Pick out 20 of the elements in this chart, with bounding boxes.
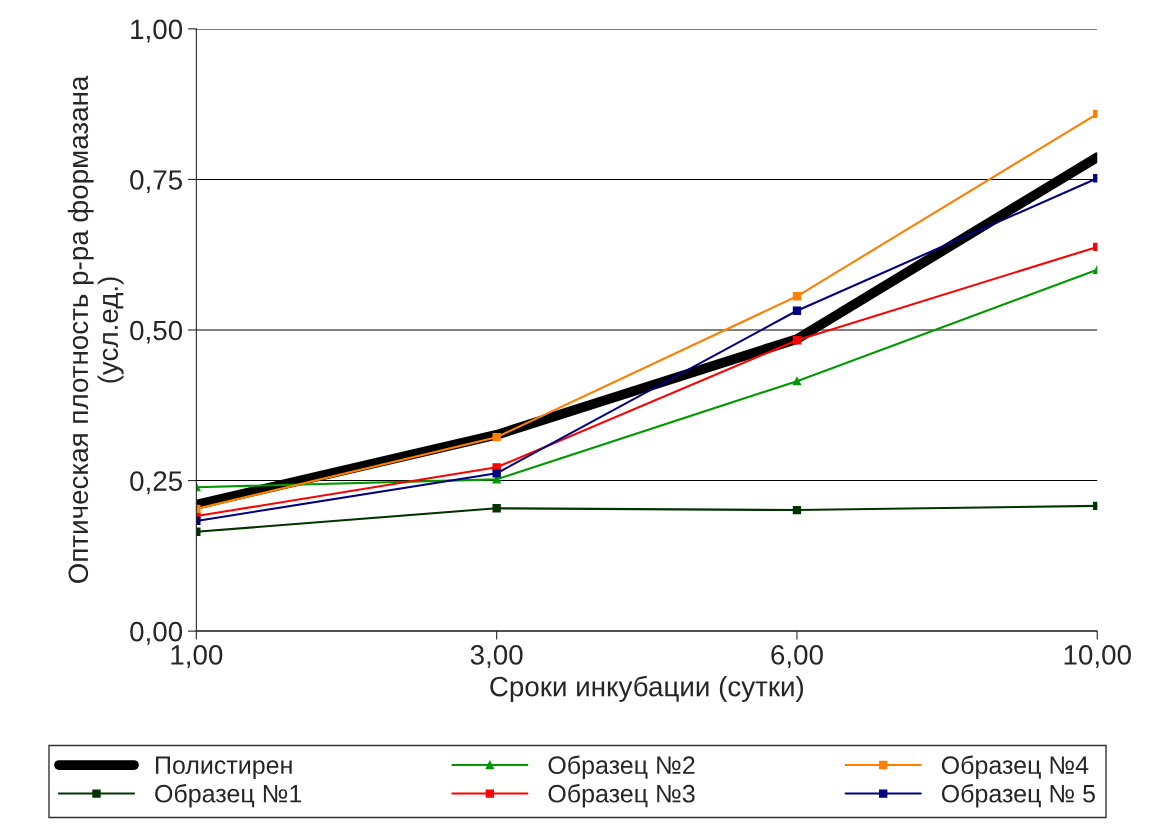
y-tick-label: 0,50	[130, 320, 183, 344]
legend-label: Образец №1	[155, 783, 302, 808]
legend-label: Полистирен	[156, 756, 292, 779]
legend-label: Образец №2	[548, 755, 695, 779]
y-tick-label: 0,75	[130, 170, 182, 194]
y-tick-label: 1,00	[131, 19, 183, 43]
point	[492, 433, 501, 442]
point	[492, 504, 501, 513]
y-axis-title: Оптическая плотность р-ра формазана (усл.ед.)	[67, 75, 124, 583]
x-tick-label: 3,00	[470, 645, 523, 668]
point	[492, 469, 501, 478]
legend-label: Образец № 5	[941, 783, 1095, 808]
x-axis-title: Сроки инкубации (сутки)	[490, 675, 804, 702]
x-tick-label: 1,00	[171, 645, 223, 668]
legend-label: Образец №4	[941, 755, 1089, 779]
x-tick-label: 6,00	[771, 645, 823, 668]
x-tick-label: 10,00	[1064, 645, 1131, 668]
y-tick-label: 0,25	[130, 471, 182, 495]
legend-label: Образец №3	[548, 783, 695, 808]
y-tick-label: 0,00	[130, 621, 183, 645]
